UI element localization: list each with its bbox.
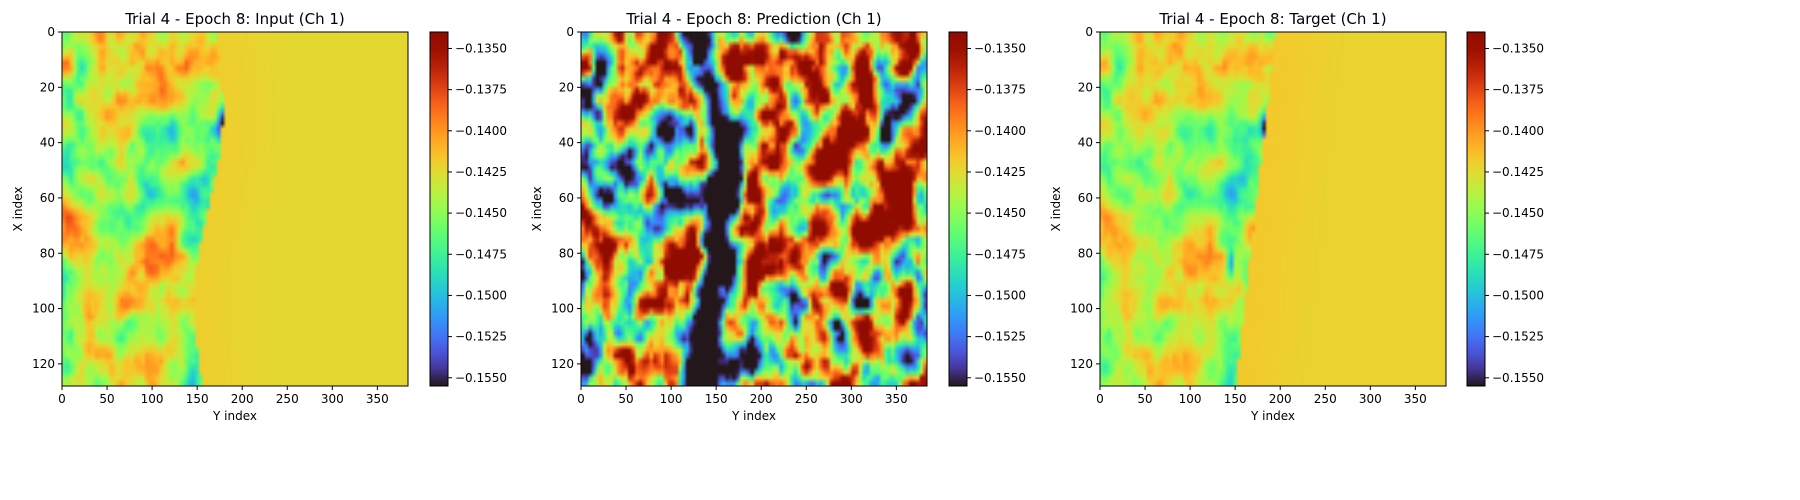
plot-frame [61,31,409,387]
colorbar-tick-label: −0.1400 [974,124,1026,138]
y-tick-label: 0 [566,25,574,39]
y-tick-label: 120 [1070,357,1093,371]
x-tick-label: 200 [231,392,254,406]
y-tick-label: 0 [47,25,55,39]
x-tick-label: 300 [840,392,863,406]
x-tick-label: 50 [1137,392,1152,406]
colorbar-tick-label: −0.1425 [974,165,1026,179]
x-axis-label: Y index [212,409,257,423]
colorbar-tick-label: −0.1475 [974,247,1026,261]
colorbar-tick-label: −0.1550 [1492,371,1544,385]
heatmap-image [62,32,408,386]
y-tick-label: 100 [1070,302,1093,316]
y-tick-label: 20 [1078,80,1093,94]
colorbar-tick-label: −0.1550 [455,371,507,385]
plot-frame [580,31,928,387]
colorbar-tick-label: −0.1400 [455,124,507,138]
colorbar [1466,31,1486,387]
x-tick-label: 150 [1224,392,1247,406]
colorbar-tick-label: −0.1375 [455,83,507,97]
colorbar-tick-label: −0.1500 [455,288,507,302]
x-tick-label: 200 [1269,392,1292,406]
chart-title: Trial 4 - Epoch 8: Prediction (Ch 1) [625,10,881,28]
x-axis-label: Y index [1250,409,1295,423]
y-axis-label: X index [530,187,544,232]
y-tick-label: 80 [1078,246,1093,260]
x-tick-label: 100 [1179,392,1202,406]
y-tick-label: 0 [1085,25,1093,39]
colorbar-tick-label: −0.1500 [1492,288,1544,302]
y-tick-label: 60 [559,191,574,205]
x-tick-label: 100 [141,392,164,406]
heatmap-image [1100,32,1446,386]
x-tick-label: 300 [1359,392,1382,406]
colorbar-tick-label: −0.1350 [1492,41,1544,55]
y-tick-label: 120 [32,357,55,371]
x-tick-label: 0 [1096,392,1104,406]
colorbar-tick-label: −0.1450 [1492,206,1544,220]
y-tick-label: 20 [559,80,574,94]
colorbar-tick-label: −0.1450 [974,206,1026,220]
y-tick-label: 100 [551,302,574,316]
x-tick-label: 0 [58,392,66,406]
x-tick-label: 250 [1314,392,1337,406]
x-tick-label: 250 [276,392,299,406]
y-tick-label: 120 [551,357,574,371]
heatmap-image [581,32,927,386]
y-tick-label: 60 [40,191,55,205]
x-tick-label: 50 [99,392,114,406]
y-axis-label: X index [11,187,25,232]
colorbar-tick-label: −0.1375 [1492,83,1544,97]
y-tick-label: 20 [40,80,55,94]
x-tick-label: 150 [186,392,209,406]
colorbar-tick-label: −0.1525 [974,330,1026,344]
chart-title: Trial 4 - Epoch 8: Input (Ch 1) [124,10,345,28]
colorbar-tick-label: −0.1525 [455,330,507,344]
chart-title: Trial 4 - Epoch 8: Target (Ch 1) [1158,10,1386,28]
x-tick-label: 350 [1404,392,1427,406]
x-tick-label: 350 [885,392,908,406]
x-tick-label: 150 [705,392,728,406]
colorbar-tick-label: −0.1500 [974,288,1026,302]
chart-panel-3: Trial 4 - Epoch 8: Target (Ch 1) 0 50 100 15… [1049,10,1544,423]
y-tick-label: 40 [559,136,574,150]
y-axis-label: X index [1049,187,1063,232]
colorbar-tick-label: −0.1375 [974,83,1026,97]
x-tick-label: 300 [321,392,344,406]
colorbar-tick-label: −0.1400 [1492,124,1544,138]
y-tick-label: 80 [40,246,55,260]
colorbar-tick-label: −0.1475 [1492,247,1544,261]
chart-panel-2: Trial 4 - Epoch 8: Prediction (Ch 1) 0 50 1… [530,10,1026,423]
colorbar-tick-label: −0.1350 [455,41,507,55]
x-tick-label: 100 [660,392,683,406]
colorbar-tick-label: −0.1550 [974,371,1026,385]
x-tick-label: 200 [750,392,773,406]
y-tick-label: 100 [32,302,55,316]
y-tick-label: 40 [40,136,55,150]
colorbar-tick-label: −0.1425 [455,165,507,179]
x-tick-label: 50 [618,392,633,406]
x-axis-label: Y index [731,409,776,423]
colorbar [429,31,449,387]
colorbar-tick-label: −0.1425 [1492,165,1544,179]
colorbar [948,31,968,387]
y-tick-label: 80 [559,246,574,260]
colorbar-tick-label: −0.1525 [1492,330,1544,344]
colorbar-tick-label: −0.1475 [455,247,507,261]
colorbar-tick-label: −0.1350 [974,41,1026,55]
x-tick-label: 350 [366,392,389,406]
x-tick-label: 0 [577,392,585,406]
chart-panel-1: Trial 4 - Epoch 8: Input (Ch 1) 0 50 100 150… [11,10,507,423]
colorbar-tick-label: −0.1450 [455,206,507,220]
y-tick-label: 40 [1078,136,1093,150]
x-tick-label: 250 [795,392,818,406]
plot-frame [1099,31,1447,387]
y-tick-label: 60 [1078,191,1093,205]
